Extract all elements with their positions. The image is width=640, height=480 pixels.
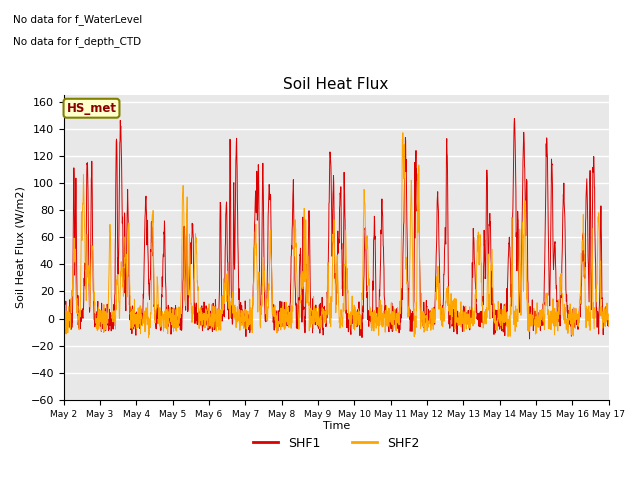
SHF2	[352, 309, 360, 315]
X-axis label: Time: Time	[323, 421, 350, 432]
Title: Soil Heat Flux: Soil Heat Flux	[284, 77, 389, 92]
SHF1	[495, 323, 502, 329]
SHF2	[399, 130, 406, 136]
Text: No data for f_depth_CTD: No data for f_depth_CTD	[13, 36, 141, 47]
SHF1	[60, 310, 68, 316]
Text: No data for f_WaterLevel: No data for f_WaterLevel	[13, 14, 142, 25]
Line: SHF1: SHF1	[64, 119, 609, 339]
SHF1	[364, 317, 371, 323]
SHF1	[511, 116, 518, 121]
SHF2	[495, 313, 502, 319]
SHF1	[525, 336, 533, 342]
SHF1	[605, 323, 612, 328]
Text: HS_met: HS_met	[67, 102, 116, 115]
Y-axis label: Soil Heat Flux (W/m2): Soil Heat Flux (W/m2)	[15, 187, 25, 308]
Legend: SHF1, SHF2: SHF1, SHF2	[248, 432, 424, 455]
SHF1	[557, 293, 564, 299]
SHF2	[557, 271, 564, 277]
SHF2	[60, 314, 68, 320]
SHF1	[572, 317, 580, 323]
Line: SHF2: SHF2	[64, 133, 609, 338]
SHF2	[572, 305, 580, 311]
SHF2	[145, 335, 152, 341]
SHF1	[352, 308, 360, 313]
SHF2	[364, 247, 372, 253]
SHF2	[605, 323, 612, 328]
SHF1	[212, 305, 220, 311]
SHF2	[212, 314, 220, 320]
